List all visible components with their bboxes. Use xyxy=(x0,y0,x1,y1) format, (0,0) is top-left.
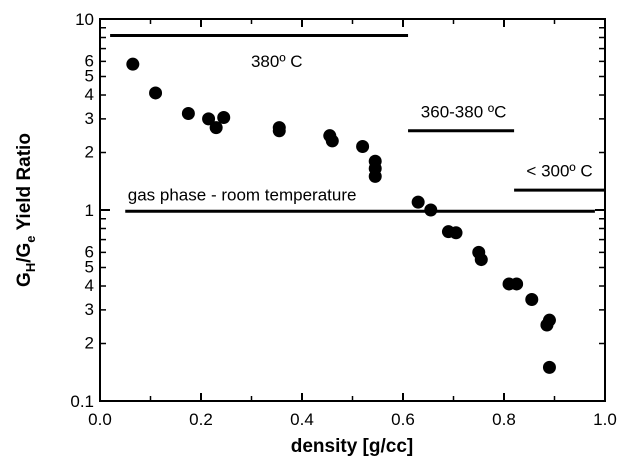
y-axis-label-rest: Yield Ratio xyxy=(14,133,35,235)
range-label: gas phase - room temperature xyxy=(128,186,357,205)
points xyxy=(126,57,556,374)
range-label: < 300º C xyxy=(526,161,592,180)
data-point xyxy=(525,292,539,306)
y-tick-label: 1 xyxy=(85,201,94,220)
data-point xyxy=(149,86,163,100)
x-tick-label: 0.0 xyxy=(88,410,112,429)
data-point xyxy=(356,140,370,154)
data-point xyxy=(272,124,286,138)
data-point xyxy=(449,226,463,240)
y-minor-tick-label: 5 xyxy=(85,257,94,276)
x-tick-label: 0.6 xyxy=(391,410,415,429)
y-axis-label-sub-e: e xyxy=(23,235,38,242)
ticks xyxy=(99,18,606,402)
data-point xyxy=(542,360,556,374)
data-point xyxy=(368,169,382,183)
x-tick-label: 0.8 xyxy=(492,410,516,429)
y-minor-tick-label: 2 xyxy=(85,334,94,353)
data-point xyxy=(202,112,216,126)
data-point xyxy=(424,203,438,217)
data-point xyxy=(510,277,524,291)
annotations: 380º C 360-380 ºC < 300º C gas phase - room… xyxy=(110,33,605,213)
y-axis-label-slash: /G xyxy=(14,243,35,263)
y-tick-label: 10 xyxy=(75,10,94,29)
y-minor-tick-label: 2 xyxy=(85,143,94,162)
y-minor-tick-label: 4 xyxy=(85,85,94,104)
range-label: 380º C xyxy=(251,52,303,71)
x-tick-label: 0.2 xyxy=(189,410,213,429)
y-minor-tick-label: 5 xyxy=(85,66,94,85)
x-axis-label: density [g/cc] xyxy=(291,436,413,457)
y-minor-tick-label: 4 xyxy=(85,276,94,295)
data-point xyxy=(411,195,425,209)
data-point xyxy=(217,110,231,124)
data-point xyxy=(325,134,339,148)
y-minor-tick-label: 3 xyxy=(85,300,94,319)
y-minor-tick-label: 6 xyxy=(85,242,94,261)
range-label: 360-380 ºC xyxy=(421,102,507,121)
y-tick-label: 0.1 xyxy=(70,392,94,411)
y-axis-label-sub-h: H xyxy=(23,263,38,272)
y-axis-label: GH/Ge Yield Ratio xyxy=(14,133,38,287)
x-tick-label: 1.0 xyxy=(593,410,617,429)
data-point xyxy=(126,57,140,71)
y-minor-tick-label: 3 xyxy=(85,109,94,128)
y-minor-tick-label: 6 xyxy=(85,51,94,70)
x-tick-label: 0.4 xyxy=(290,410,314,429)
data-point xyxy=(209,121,223,135)
y-axis-label-g: G xyxy=(14,272,35,287)
data-point xyxy=(181,107,195,121)
data-point xyxy=(474,253,488,267)
data-point xyxy=(542,313,556,327)
